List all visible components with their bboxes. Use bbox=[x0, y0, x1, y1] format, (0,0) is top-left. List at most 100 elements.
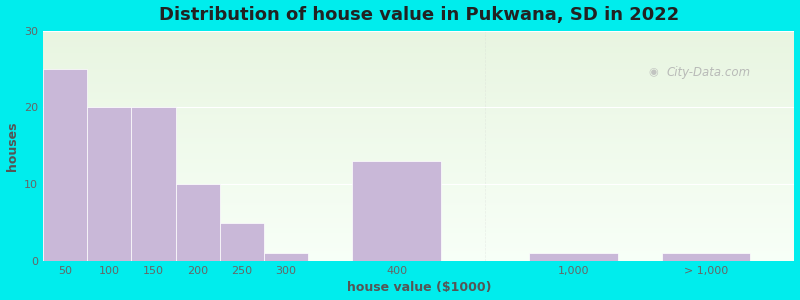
Bar bbox=[43, 237, 794, 238]
Bar bbox=[43, 164, 794, 165]
Bar bbox=[43, 61, 794, 62]
Bar bbox=[43, 202, 794, 203]
Bar bbox=[43, 126, 794, 128]
Bar bbox=[43, 218, 794, 220]
Bar bbox=[43, 178, 794, 179]
Bar bbox=[43, 155, 794, 156]
Bar bbox=[43, 116, 794, 117]
Bar bbox=[43, 203, 794, 205]
Bar bbox=[43, 170, 794, 171]
Bar bbox=[43, 252, 794, 253]
Bar bbox=[43, 86, 794, 87]
Bar bbox=[43, 251, 794, 252]
Bar bbox=[43, 73, 794, 74]
Bar bbox=[43, 78, 794, 79]
Bar bbox=[43, 43, 794, 44]
Bar bbox=[43, 112, 794, 114]
Bar bbox=[43, 91, 794, 92]
Bar bbox=[43, 136, 794, 138]
Bar bbox=[43, 161, 794, 162]
Bar bbox=[43, 186, 794, 187]
Bar bbox=[43, 102, 794, 103]
Bar bbox=[43, 66, 794, 68]
Bar bbox=[43, 99, 794, 100]
Bar bbox=[43, 190, 794, 191]
Bar bbox=[43, 193, 794, 194]
Bar bbox=[43, 88, 794, 89]
Bar bbox=[43, 258, 794, 259]
Bar bbox=[662, 253, 750, 261]
Bar bbox=[43, 217, 794, 218]
Bar bbox=[43, 100, 794, 101]
Bar bbox=[43, 176, 794, 177]
Bar bbox=[43, 177, 794, 178]
Bar bbox=[43, 98, 794, 99]
Bar bbox=[43, 169, 794, 170]
Bar bbox=[43, 162, 794, 163]
Bar bbox=[43, 125, 794, 126]
Bar bbox=[43, 128, 794, 129]
Bar bbox=[43, 104, 794, 106]
Bar bbox=[43, 123, 794, 124]
Text: ◉: ◉ bbox=[648, 67, 658, 77]
Bar bbox=[43, 230, 794, 231]
Bar bbox=[43, 31, 794, 32]
Bar bbox=[43, 121, 794, 122]
Bar bbox=[43, 47, 794, 48]
Bar bbox=[43, 154, 794, 155]
Bar bbox=[43, 51, 794, 52]
Bar bbox=[43, 54, 794, 55]
Bar bbox=[43, 216, 794, 217]
Bar bbox=[43, 50, 794, 51]
Bar bbox=[43, 231, 794, 232]
Bar bbox=[43, 106, 794, 107]
Bar bbox=[43, 80, 794, 81]
Bar bbox=[43, 198, 794, 199]
Bar bbox=[43, 64, 794, 65]
Bar bbox=[43, 182, 794, 183]
Bar bbox=[43, 77, 794, 78]
Bar bbox=[43, 156, 794, 158]
Bar bbox=[43, 70, 794, 71]
Bar bbox=[131, 107, 176, 261]
Bar bbox=[43, 179, 794, 180]
Bar bbox=[43, 245, 794, 246]
Bar bbox=[43, 93, 794, 94]
Bar bbox=[43, 92, 794, 93]
Bar bbox=[43, 85, 794, 86]
Bar bbox=[43, 185, 794, 186]
Bar bbox=[43, 63, 794, 64]
Bar bbox=[43, 243, 794, 244]
Bar bbox=[43, 151, 794, 152]
Bar bbox=[43, 183, 794, 184]
Bar bbox=[43, 124, 794, 125]
Bar bbox=[43, 131, 794, 132]
Bar bbox=[43, 89, 794, 91]
Bar bbox=[43, 55, 794, 56]
Bar bbox=[43, 46, 794, 47]
Bar bbox=[43, 110, 794, 111]
Bar bbox=[43, 215, 794, 216]
Bar bbox=[43, 38, 794, 39]
Bar bbox=[43, 94, 794, 95]
Bar bbox=[43, 69, 794, 70]
Y-axis label: houses: houses bbox=[6, 121, 18, 171]
Bar bbox=[43, 247, 794, 248]
Bar bbox=[43, 240, 794, 242]
Bar bbox=[43, 146, 794, 147]
Bar bbox=[43, 207, 794, 208]
Bar bbox=[43, 232, 794, 233]
Bar bbox=[43, 139, 794, 140]
Bar bbox=[176, 184, 220, 261]
Bar bbox=[43, 213, 794, 214]
Bar bbox=[43, 206, 794, 207]
Bar bbox=[43, 96, 794, 98]
Bar bbox=[43, 56, 794, 57]
Bar bbox=[43, 42, 794, 43]
Bar bbox=[43, 172, 794, 173]
Bar bbox=[43, 74, 794, 76]
Bar bbox=[43, 34, 794, 35]
Bar bbox=[43, 246, 794, 247]
Bar bbox=[43, 118, 794, 119]
Bar bbox=[43, 65, 794, 66]
